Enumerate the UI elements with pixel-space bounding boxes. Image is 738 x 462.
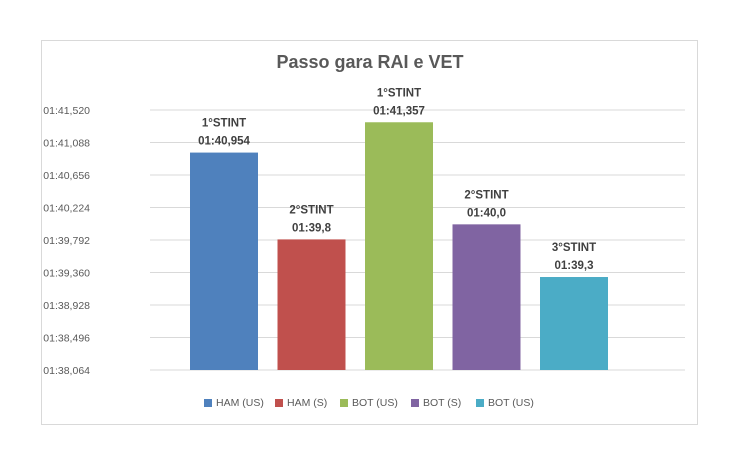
data-label-stint: 3°STINT	[552, 242, 596, 254]
legend-label: BOT (S)	[423, 397, 461, 409]
data-label-time: 01:41,357	[373, 105, 425, 117]
y-tick-label: 01:40,656	[43, 170, 90, 182]
bar	[365, 122, 433, 371]
legend-label: HAM (US)	[216, 397, 264, 409]
data-label-stint: 2°STINT	[289, 204, 333, 216]
data-label-time: 01:39,8	[292, 222, 332, 234]
y-tick-label: 01:39,792	[43, 235, 90, 247]
chart-svg: Passo gara RAI e VET 01:38,064 01:38,496 0…	[43, 52, 685, 409]
y-tick-label: 01:39,360	[43, 268, 90, 280]
data-label-time: 01:39,3	[554, 260, 593, 272]
bar	[452, 224, 521, 370]
data-label-stint: 2°STINT	[464, 189, 508, 201]
data-label-time: 01:40,954	[198, 136, 250, 148]
legend-swatch	[275, 399, 283, 407]
legend-swatch	[340, 399, 348, 407]
y-tick-label: 01:41,520	[43, 105, 90, 117]
y-tick-label: 01:38,064	[43, 365, 90, 377]
data-label-time: 01:40,0	[467, 207, 506, 219]
legend-swatch	[204, 399, 212, 407]
data-label-stint: 1°STINT	[202, 118, 246, 130]
y-tick-label: 01:41,088	[43, 138, 90, 150]
legend-label: BOT (US)	[352, 397, 398, 409]
bar	[540, 277, 608, 370]
chart-frame: Passo gara RAI e VET 01:38,064 01:38,496 0…	[41, 40, 698, 425]
bar	[277, 239, 346, 370]
chart-title: Passo gara RAI e VET	[276, 52, 463, 72]
legend-swatch	[411, 399, 419, 407]
legend-swatch	[476, 399, 484, 407]
legend-label: BOT (US)	[488, 397, 534, 409]
data-label-stint: 1°STINT	[377, 87, 421, 99]
bar	[190, 152, 258, 370]
legend-label: HAM (S)	[287, 397, 327, 409]
y-tick-label: 01:38,496	[43, 333, 90, 345]
y-tick-label: 01:38,928	[43, 300, 90, 312]
y-tick-label: 01:40,224	[43, 203, 90, 215]
